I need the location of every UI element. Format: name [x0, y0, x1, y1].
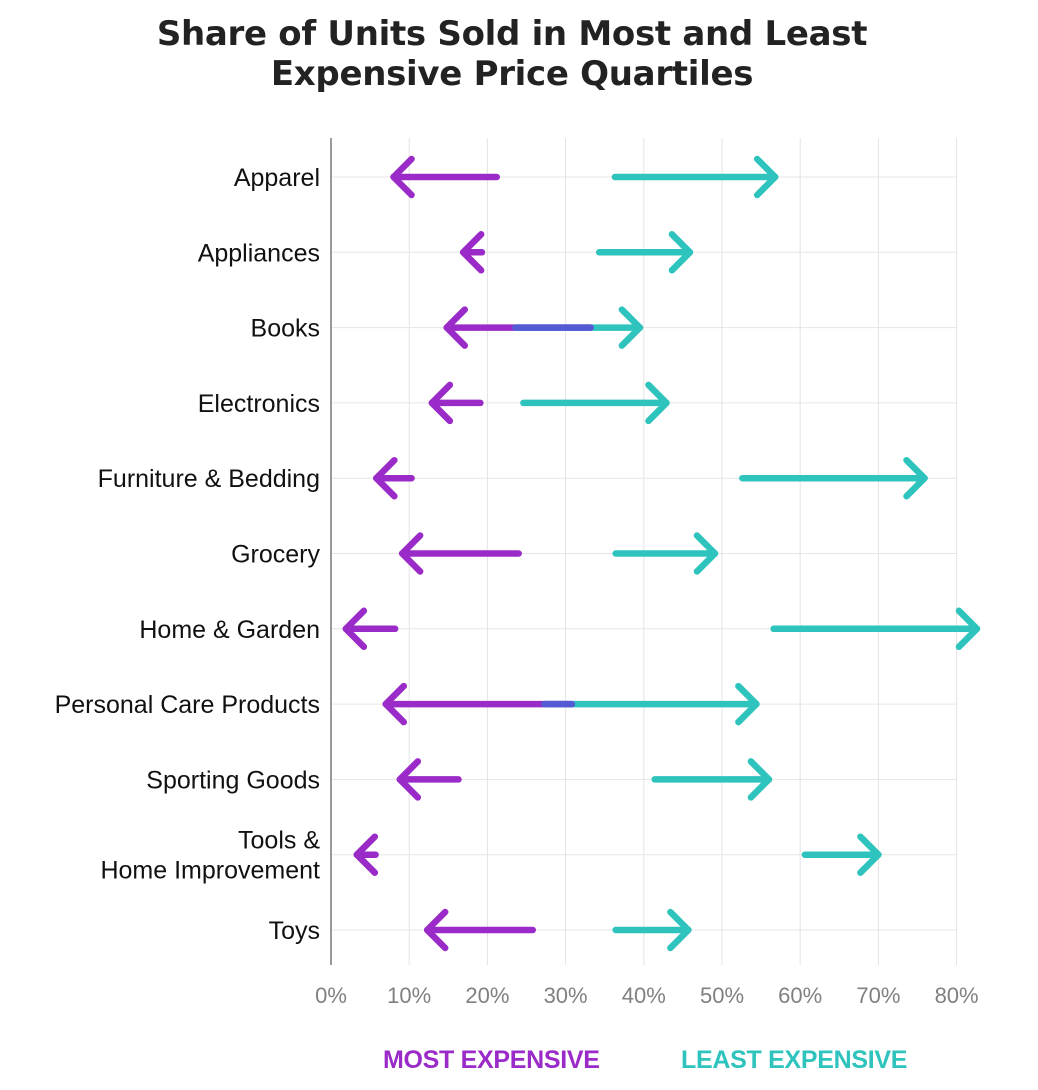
least-expensive-arrowhead	[903, 456, 928, 500]
category-labels: Apparel Appliances Books Electronics Furnitu…	[55, 164, 321, 945]
most-expensive-arrowhead	[382, 682, 407, 726]
least-expensive-arrowhead	[857, 833, 882, 876]
category-label: Tools &	[238, 827, 320, 855]
x-tick-label: 50%	[700, 983, 744, 1008]
least-expensive-arrowhead	[955, 607, 981, 651]
least-expensive-arrowhead	[667, 908, 692, 952]
category-label: Home Improvement	[100, 857, 320, 885]
category-label: Furniture & Bedding	[98, 465, 320, 493]
category-label: Apparel	[234, 164, 320, 192]
most-expensive-arrowhead	[459, 231, 485, 274]
most-expensive-arrowhead	[390, 155, 415, 199]
most-expensive-arrowhead	[396, 758, 422, 801]
x-tick-label: 60%	[778, 983, 822, 1008]
category-label: Sporting Goods	[146, 766, 320, 794]
least-expensive-arrowhead	[618, 306, 644, 349]
least-expensive-arrowhead	[735, 682, 760, 726]
x-tick-label: 80%	[935, 983, 979, 1008]
category-label: Grocery	[231, 541, 320, 569]
most-expensive-arrowhead	[353, 833, 379, 876]
legend-most-expensive: MOST EXPENSIVE	[383, 1046, 600, 1074]
x-tick-label: 0%	[315, 983, 347, 1008]
category-label: Electronics	[198, 390, 320, 418]
category-label: Appliances	[198, 239, 320, 267]
chart-title: Share of Units Sold in Most and Least Ex…	[0, 14, 1024, 94]
most-expensive-arrowhead	[428, 381, 454, 425]
legend-least-expensive: LEAST EXPENSIVE	[681, 1046, 908, 1074]
category-label: Home & Garden	[139, 616, 320, 644]
least-expensive-arrowhead	[693, 532, 719, 575]
x-tick-label: 70%	[856, 983, 900, 1008]
most-expensive-arrowhead	[398, 532, 424, 575]
chart-title-line-1: Share of Units Sold in Most and Least	[156, 14, 868, 54]
least-expensive-arrowhead	[747, 758, 773, 801]
most-expensive-arrowhead	[342, 607, 368, 651]
least-expensive-arrowhead	[753, 155, 779, 199]
category-label: Toys	[269, 917, 320, 945]
chart-title-line-2: Expensive Price Quartiles	[270, 54, 754, 94]
most-expensive-arrowhead	[443, 306, 468, 349]
least-expensive-arrowhead	[645, 381, 670, 425]
most-expensive-arrowhead	[423, 908, 449, 952]
chart-plot: Apparel Appliances Books Electronics Furnitu…	[55, 138, 981, 1008]
x-axis-ticks: 0% 10% 20% 30% 40% 50% 60% 70% 80%	[315, 983, 979, 1008]
category-label: Personal Care Products	[55, 691, 320, 719]
arrow-marks	[342, 155, 981, 952]
x-tick-label: 40%	[622, 983, 666, 1008]
least-expensive-arrowhead	[668, 231, 694, 274]
most-expensive-arrowhead	[373, 456, 398, 500]
x-tick-label: 10%	[387, 983, 431, 1008]
category-label: Books	[251, 315, 320, 343]
x-tick-label: 20%	[465, 983, 509, 1008]
x-tick-label: 30%	[544, 983, 588, 1008]
